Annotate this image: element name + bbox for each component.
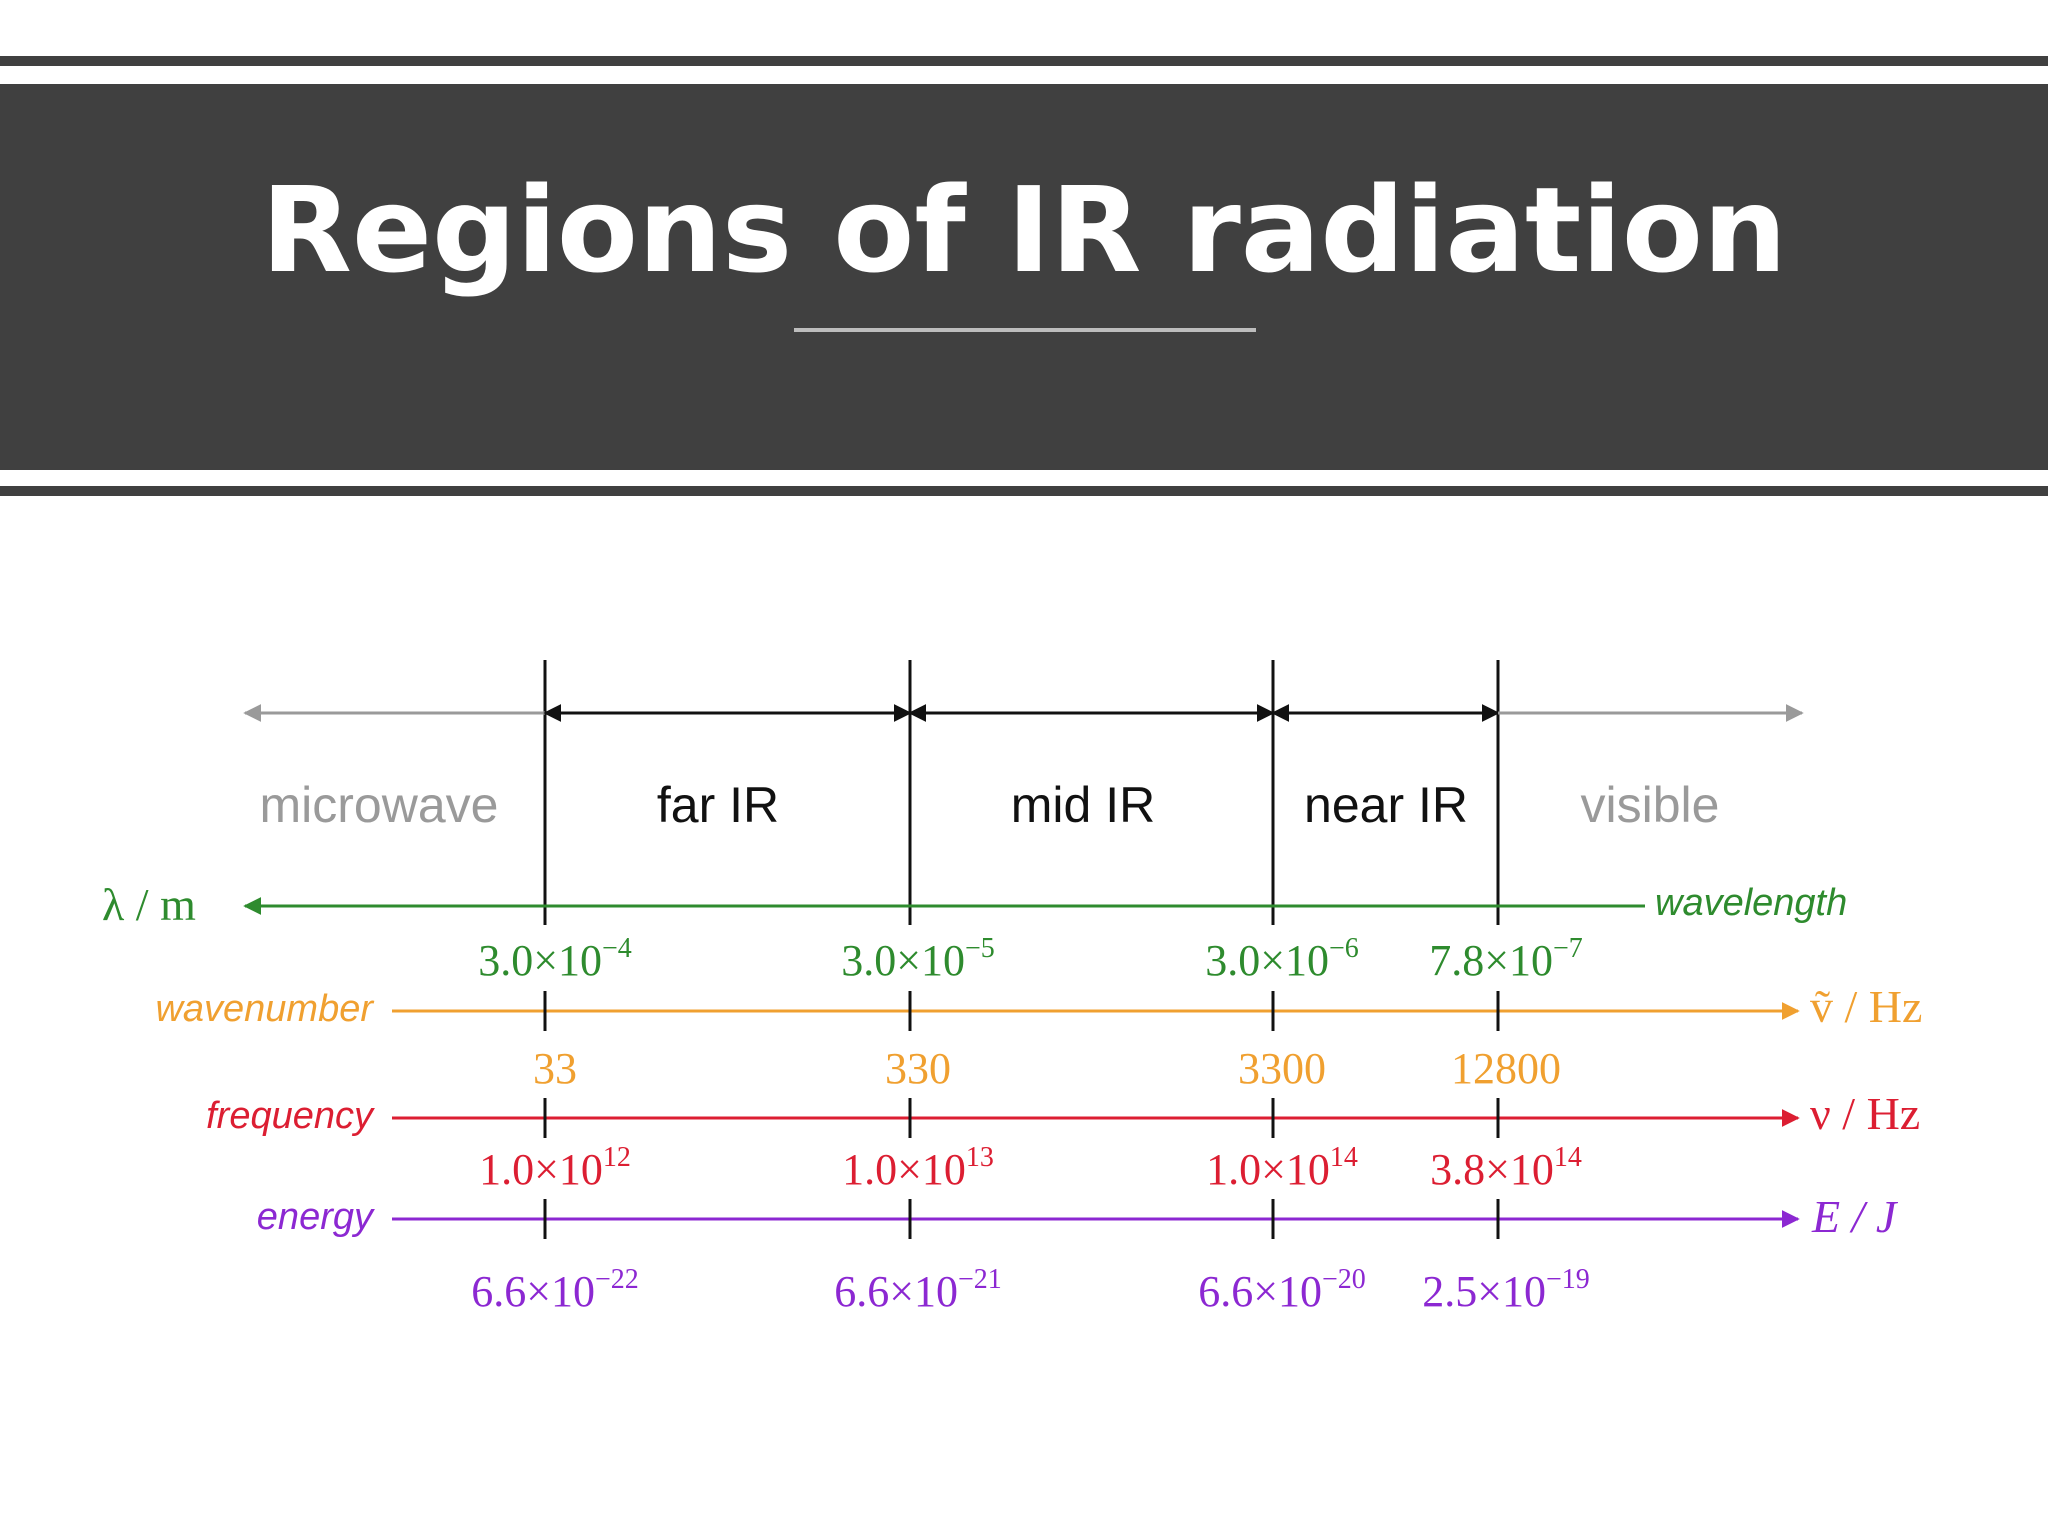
wavenumber-value-3: 3300	[1238, 1044, 1326, 1093]
scale-frequency: frequency ν / Hz 1.0×1012 1.0×1013 1.0×1014 3…	[206, 1088, 1920, 1194]
frequency-symbol-label: ν / Hz	[1810, 1088, 1920, 1139]
energy-value-2: 6.6×10−21	[834, 1264, 1002, 1316]
scale-wavelength: wavelength λ / m 3.0×10−4 3.0×10−5 3.0×10−6 7…	[102, 879, 1847, 985]
slide-title: Regions of IR radiation	[261, 161, 1787, 299]
energy-value-4: 2.5×10−19	[1422, 1264, 1590, 1316]
scale-lines: wavelength λ / m 3.0×10−4 3.0×10−5 3.0×10−6 7…	[102, 879, 1922, 1316]
region-label-far-ir: far IR	[657, 777, 779, 833]
frequency-value-2: 1.0×1013	[842, 1142, 994, 1194]
wavenumber-value-1: 33	[533, 1044, 577, 1093]
region-labels: microwave far IR mid IR near IR visible	[260, 777, 1720, 833]
wavelength-name-label: wavelength	[1655, 882, 1847, 924]
wavenumber-value-2: 330	[885, 1044, 951, 1093]
wavenumber-symbol-label: ṽ / Hz	[1810, 981, 1922, 1032]
title-banner	[0, 84, 2048, 470]
frequency-name-label: frequency	[206, 1095, 375, 1137]
region-label-mid-ir: mid IR	[1011, 777, 1155, 833]
scale-energy: energy E / J 6.6×10−22 6.6×10−21 6.6×10−20 2.…	[257, 1191, 1899, 1316]
wavelength-symbol-label: λ / m	[102, 879, 196, 930]
title-underline	[794, 328, 1256, 332]
wavelength-value-3: 3.0×10−6	[1205, 933, 1359, 985]
wavelength-value-4: 7.8×10−7	[1429, 933, 1583, 985]
energy-symbol-label: E / J	[1811, 1191, 1899, 1242]
energy-value-1: 6.6×10−22	[471, 1264, 639, 1316]
frequency-value-4: 3.8×1014	[1430, 1142, 1582, 1194]
frequency-value-1: 1.0×1012	[479, 1142, 631, 1194]
region-label-microwave: microwave	[260, 777, 499, 833]
wavelength-value-2: 3.0×10−5	[841, 933, 995, 985]
scale-wavenumber: wavenumber ṽ / Hz 33 330 3300 12800	[155, 981, 1922, 1093]
region-label-visible: visible	[1581, 777, 1720, 833]
frequency-value-3: 1.0×1014	[1206, 1142, 1358, 1194]
bottom-rule	[0, 486, 2048, 496]
wavenumber-value-4: 12800	[1451, 1044, 1561, 1093]
top-rule	[0, 56, 2048, 66]
energy-name-label: energy	[257, 1196, 375, 1238]
region-label-near-ir: near IR	[1304, 777, 1468, 833]
energy-value-3: 6.6×10−20	[1198, 1264, 1366, 1316]
wavelength-value-1: 3.0×10−4	[478, 933, 632, 985]
wavenumber-name-label: wavenumber	[155, 988, 374, 1030]
